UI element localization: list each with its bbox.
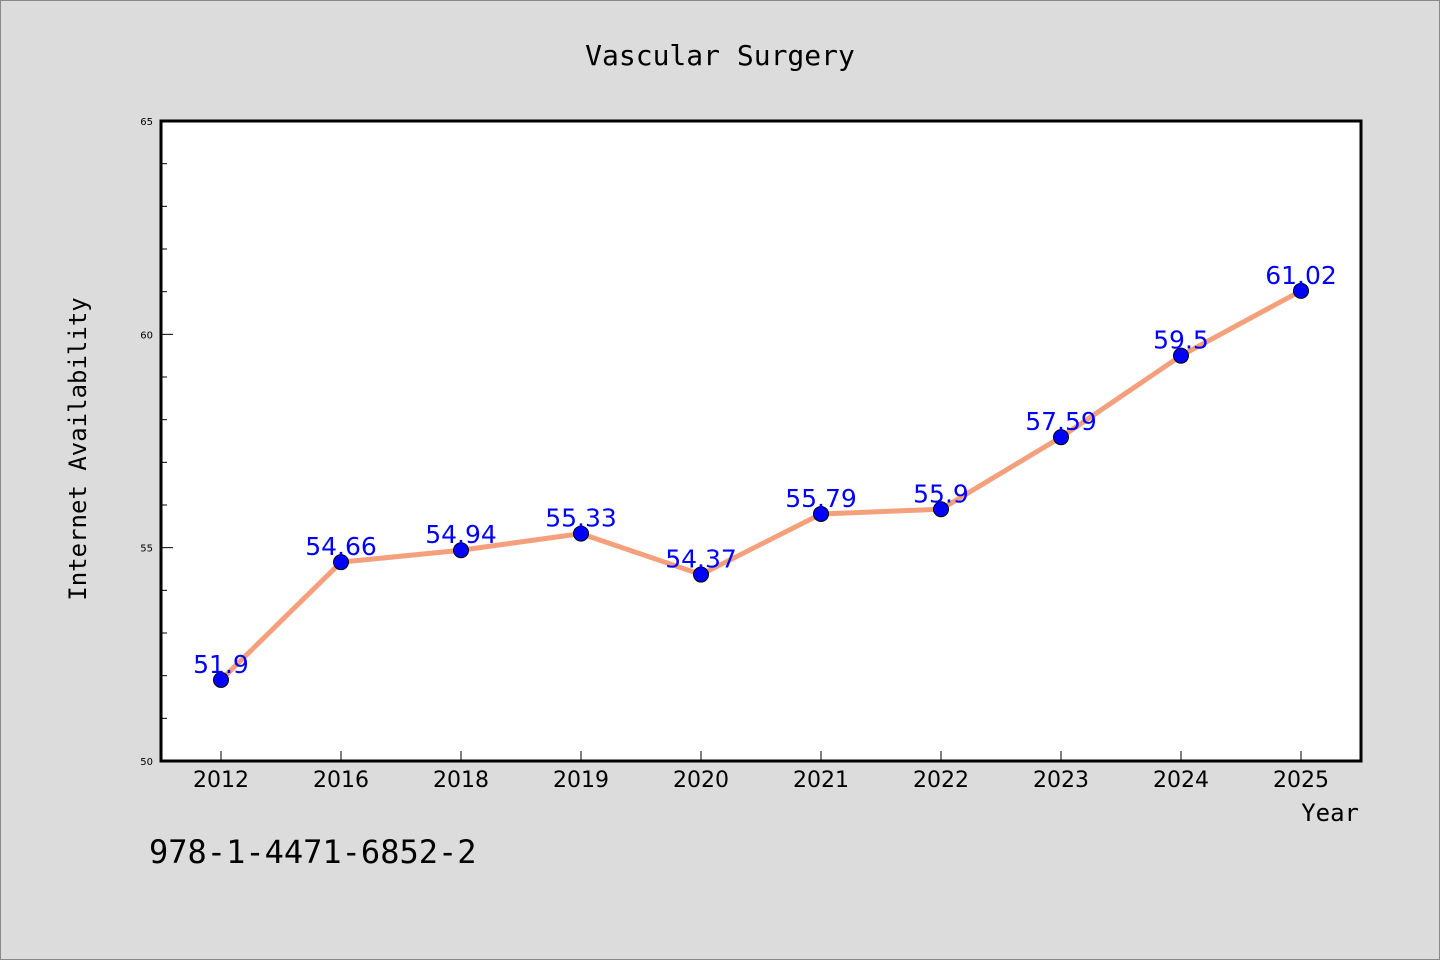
y-axis: 50 55 60 65 (140, 117, 173, 768)
data-label: 51.9 (193, 650, 249, 679)
x-tick-label: 2012 (193, 768, 249, 793)
x-tick-label: 2022 (913, 768, 969, 793)
data-point (333, 554, 349, 571)
x-tick-label: 2016 (313, 768, 369, 793)
data-point (573, 525, 589, 542)
x-tick-label: 2018 (433, 768, 489, 793)
series: 51.9 54.66 54.94 55.33 54.37 55.79 55.9 57.59 59… (193, 261, 1337, 688)
data-point (1293, 282, 1309, 299)
data-label: 55.9 (913, 479, 969, 508)
data-point (693, 566, 709, 583)
data-label: 55.33 (545, 504, 617, 533)
data-label: 54.94 (425, 520, 497, 549)
data-label: 57.59 (1025, 407, 1097, 436)
data-label: 55.79 (785, 484, 857, 513)
y-axis-title: Internet Availability (64, 297, 92, 600)
y-tick-label: 60 (140, 330, 153, 341)
x-tick-label: 2023 (1033, 768, 1089, 793)
y-tick-label: 65 (140, 117, 153, 128)
data-point (813, 505, 829, 522)
x-tick-label: 2020 (673, 768, 729, 793)
y-tick-label: 50 (140, 757, 153, 768)
data-point (213, 671, 229, 688)
x-tick-label: 2025 (1273, 768, 1329, 793)
data-label: 59.5 (1153, 326, 1209, 355)
x-axis: 2012 2016 2018 2019 2020 2021 2022 2023 2024 2025 (193, 751, 1329, 793)
data-label: 61.02 (1265, 261, 1337, 290)
x-tick-label: 2019 (553, 768, 609, 793)
y-tick-label: 55 (140, 544, 153, 555)
x-tick-label: 2024 (1153, 768, 1209, 793)
isbn-label: 978-1-4471-6852-2 (149, 833, 477, 871)
data-point (453, 542, 469, 559)
x-tick-label: 2021 (793, 768, 849, 793)
data-point (1053, 429, 1069, 446)
plot-area (159, 119, 1363, 763)
series-line (218, 288, 1304, 683)
data-label: 54.66 (305, 532, 377, 561)
data-point (1173, 347, 1189, 364)
chart-title: Vascular Surgery (585, 39, 855, 72)
data-point (933, 501, 949, 518)
x-axis-title: Year (1301, 799, 1359, 827)
data-label: 54.37 (665, 545, 737, 574)
